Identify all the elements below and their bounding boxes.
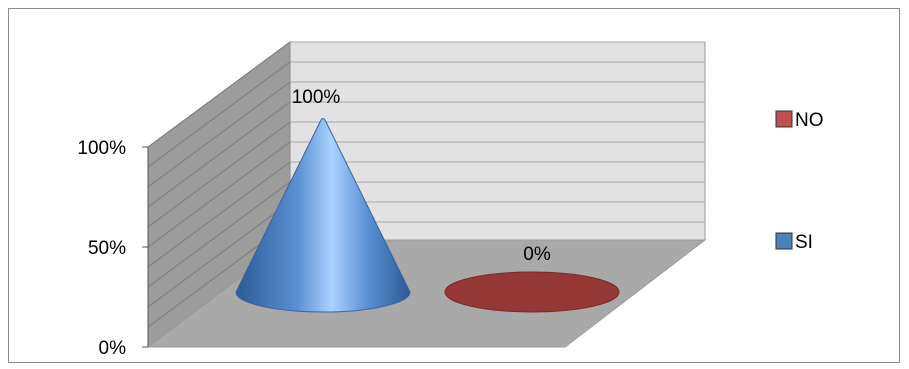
legend: NO SI [775, 110, 824, 253]
gridline-side [147, 181, 291, 288]
data-label-no: 0% [523, 244, 551, 265]
gridline-side [147, 121, 291, 228]
legend-label-si: SI [795, 232, 813, 253]
gridline-side [147, 201, 291, 308]
data-marks: 100% 0% [235, 87, 620, 313]
y-tick-label: 50% [88, 238, 126, 259]
cone-si [235, 118, 411, 313]
legend-swatch-no [775, 110, 793, 128]
gridline-side [147, 41, 291, 148]
gridline-side [147, 81, 291, 188]
gridline-side [147, 161, 291, 268]
y-tick-label: 0% [99, 338, 127, 359]
data-label-si: 100% [292, 87, 341, 108]
cone-no [444, 271, 620, 313]
gridline-side [147, 61, 291, 168]
legend-swatch-si [775, 232, 793, 250]
legend-label-no: NO [795, 110, 824, 131]
y-axis-ticks: 0% 50% 100% [77, 138, 149, 359]
gridline-side [147, 141, 291, 248]
y-tick-label: 100% [77, 138, 126, 159]
gridline-side [147, 101, 291, 208]
